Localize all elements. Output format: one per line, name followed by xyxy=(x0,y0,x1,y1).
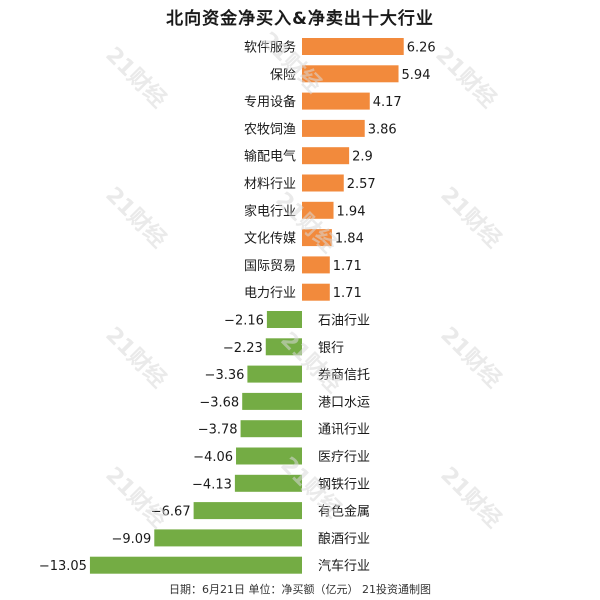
category-label-有色金属: 有色金属 xyxy=(318,504,370,520)
value-label-汽车行业: −13.05 xyxy=(39,559,87,574)
chart-title: 北向资金净买入&净卖出十大行业 xyxy=(166,9,434,29)
value-label-医疗行业: −4.06 xyxy=(193,450,233,465)
value-label-专用设备: 4.17 xyxy=(373,95,402,110)
category-label-电力行业: 电力行业 xyxy=(244,286,296,301)
bar-通讯行业 xyxy=(240,420,302,438)
category-label-酿酒行业: 酿酒行业 xyxy=(318,531,370,547)
category-label-钢铁行业: 钢铁行业 xyxy=(318,477,370,492)
value-label-软件服务: 6.26 xyxy=(407,41,436,56)
category-label-输配电气: 输配电气 xyxy=(244,149,296,165)
value-label-酿酒行业: −9.09 xyxy=(111,532,151,547)
category-label-农牧饲渔: 农牧饲渔 xyxy=(244,122,296,137)
category-label-通讯行业: 通讯行业 xyxy=(318,423,370,438)
value-label-有色金属: −6.67 xyxy=(151,505,191,520)
value-label-银行: −2.23 xyxy=(223,341,263,356)
value-label-输配电气: 2.9 xyxy=(352,150,373,165)
bar-钢铁行业 xyxy=(234,474,302,492)
bar-材料行业 xyxy=(302,174,344,192)
category-label-家电行业: 家电行业 xyxy=(244,203,296,219)
bar-汽车行业 xyxy=(89,556,302,574)
bar-港口水运 xyxy=(242,392,302,410)
bar-有色金属 xyxy=(193,502,302,520)
category-label-软件服务: 软件服务 xyxy=(244,40,296,56)
category-label-汽车行业: 汽车行业 xyxy=(318,558,370,574)
value-label-电力行业: 1.71 xyxy=(333,286,362,301)
labels-layer: 6.26 软件服务 5.94 保险 4.17 专用设备 3.86 农牧饲渔 2.9 输配电气 2.5… xyxy=(39,40,436,575)
value-label-港口水运: −3.68 xyxy=(199,395,239,410)
footer-note: 日期：6月21日 单位：净买额（亿元） 21投资通制图 xyxy=(169,583,431,596)
value-label-钢铁行业: −4.13 xyxy=(192,477,232,492)
value-label-农牧饲渔: 3.86 xyxy=(368,122,397,137)
value-label-石油行业: −2.16 xyxy=(224,314,264,329)
value-label-国际贸易: 1.71 xyxy=(333,259,362,274)
bar-石油行业 xyxy=(266,311,302,328)
category-label-港口水运: 港口水运 xyxy=(318,395,370,410)
category-label-国际贸易: 国际贸易 xyxy=(244,259,296,274)
category-label-专用设备: 专用设备 xyxy=(244,94,296,110)
bar-电力行业 xyxy=(302,283,330,301)
bar-酿酒行业 xyxy=(154,529,302,547)
value-label-通讯行业: −3.78 xyxy=(198,423,238,438)
value-label-家电行业: 1.94 xyxy=(337,204,366,219)
category-label-保险: 保险 xyxy=(270,68,296,83)
bar-家电行业 xyxy=(302,201,334,219)
bar-软件服务 xyxy=(302,38,404,55)
bar-输配电气 xyxy=(302,147,350,165)
category-label-材料行业: 材料行业 xyxy=(244,177,296,192)
bar-银行 xyxy=(265,338,302,356)
value-label-文化传媒: 1.84 xyxy=(335,232,364,247)
bar-文化传媒 xyxy=(302,229,332,247)
bar-券商信托 xyxy=(247,365,302,383)
category-label-文化传媒: 文化传媒 xyxy=(244,232,296,247)
bar-医疗行业 xyxy=(236,447,302,465)
value-label-券商信托: −3.36 xyxy=(205,368,245,383)
bar-专用设备 xyxy=(302,92,370,110)
bar-农牧饲渔 xyxy=(302,119,365,137)
category-label-券商信托: 券商信托 xyxy=(318,367,370,383)
bars-layer xyxy=(89,38,404,574)
bar-国际贸易 xyxy=(302,256,330,274)
value-label-材料行业: 2.57 xyxy=(347,177,376,192)
category-label-银行: 银行 xyxy=(318,341,344,356)
bar-保险 xyxy=(302,65,399,83)
value-label-保险: 5.94 xyxy=(402,68,431,83)
category-label-石油行业: 石油行业 xyxy=(318,314,370,329)
category-label-医疗行业: 医疗行业 xyxy=(318,450,370,465)
